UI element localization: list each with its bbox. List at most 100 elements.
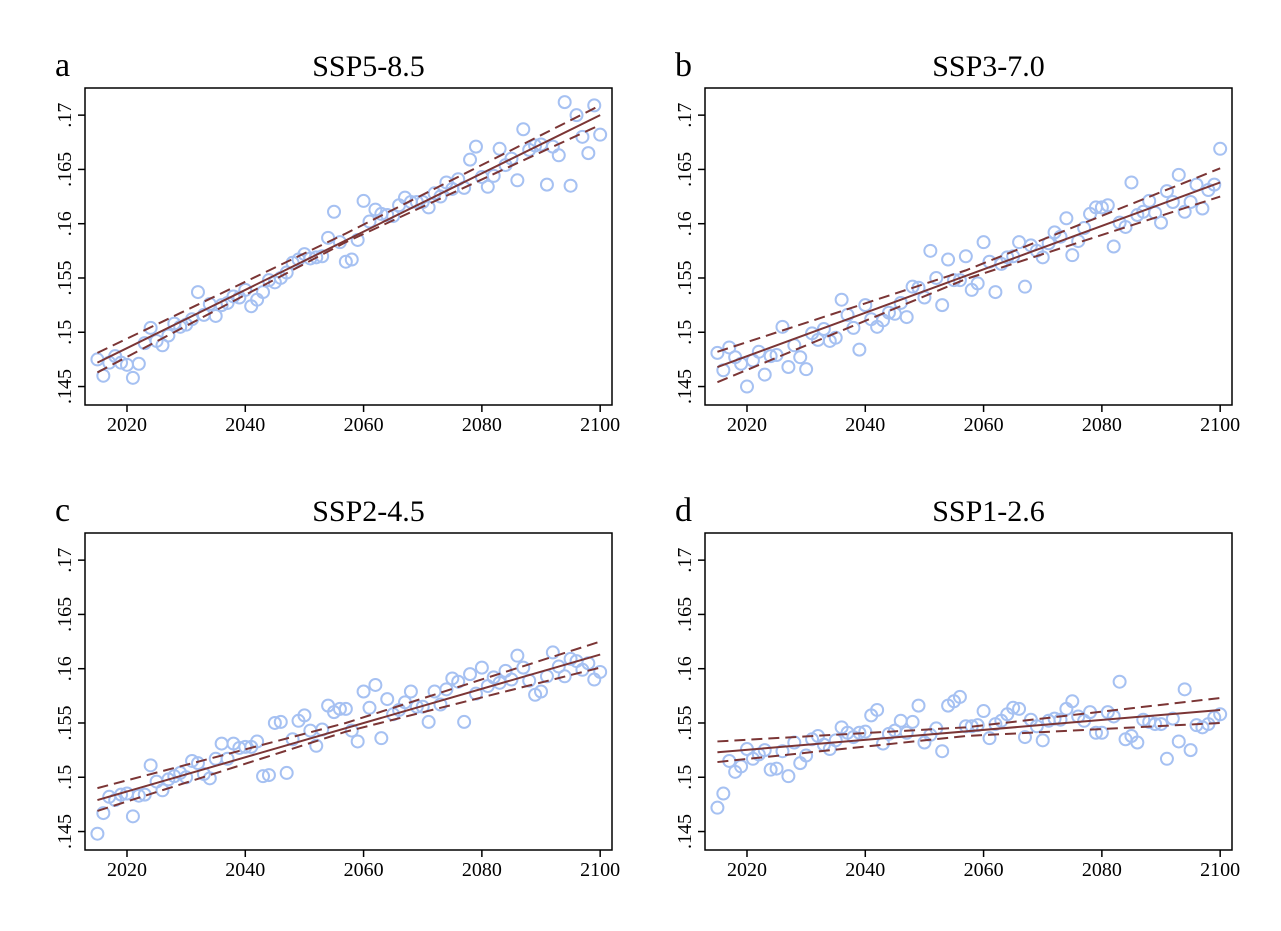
point (828, 733, 843, 748)
point (208, 751, 223, 766)
y-tick-label: .145 (674, 369, 696, 404)
point (929, 270, 944, 285)
point (587, 98, 602, 113)
point (1012, 701, 1027, 716)
ci-lower-line (96, 124, 601, 374)
point (952, 689, 967, 704)
y-tick-label: .17 (674, 548, 696, 573)
panel-letter: b (675, 47, 692, 84)
panel-title: SSP2-4.5 (312, 495, 425, 528)
point (315, 249, 330, 264)
point (781, 360, 796, 375)
point (739, 379, 754, 394)
point (534, 684, 549, 699)
ci-upper-line (717, 167, 1221, 353)
point (1077, 221, 1092, 236)
point (1159, 184, 1174, 199)
point (1059, 211, 1074, 226)
point (1088, 725, 1103, 740)
y-tick-label: .165 (54, 597, 76, 632)
point (982, 731, 997, 746)
fit-line (717, 181, 1221, 368)
point (356, 684, 371, 699)
x-tick-label: 2040 (845, 859, 885, 881)
point (421, 714, 436, 729)
x-tick-label: 2060 (344, 859, 384, 881)
point (350, 734, 365, 749)
point (1159, 751, 1174, 766)
y-tick-label: .145 (674, 814, 696, 849)
y-tick-label: .165 (54, 152, 76, 187)
point (799, 748, 814, 763)
point (297, 708, 312, 723)
point (710, 345, 725, 360)
point (941, 252, 956, 267)
y-tick-label: .165 (674, 597, 696, 632)
point (970, 276, 985, 291)
y-tick-label: .15 (54, 320, 76, 345)
point (1094, 200, 1109, 215)
point (834, 292, 849, 307)
point (125, 370, 140, 385)
point (528, 138, 543, 153)
point (131, 788, 146, 803)
point (1035, 733, 1050, 748)
point (858, 724, 873, 739)
point (751, 344, 766, 359)
y-tick-label: .145 (54, 369, 76, 404)
y-tick-label: .165 (674, 152, 696, 187)
point (593, 664, 608, 679)
point (433, 697, 448, 712)
point (722, 340, 737, 355)
y-tick-label: .16 (54, 211, 76, 236)
point (757, 743, 772, 758)
point (457, 714, 472, 729)
point (161, 328, 176, 343)
point (143, 320, 158, 335)
point (710, 800, 725, 815)
point (1154, 215, 1169, 230)
point (763, 762, 778, 777)
point (1118, 219, 1133, 234)
point (775, 744, 790, 759)
point (250, 734, 265, 749)
x-tick-label: 2080 (462, 859, 502, 881)
panel-letter: c (55, 492, 70, 529)
panel-title: SSP5-8.5 (312, 50, 425, 83)
point (338, 254, 353, 269)
point (799, 362, 814, 377)
point (439, 682, 454, 697)
point (1053, 712, 1068, 727)
point (828, 330, 843, 345)
ci-lower-line (717, 195, 1221, 384)
point (1136, 712, 1151, 727)
point (463, 667, 478, 682)
fit-line (97, 653, 601, 802)
fit-line (717, 708, 1221, 754)
point (90, 352, 105, 367)
point (1142, 193, 1157, 208)
point (220, 751, 235, 766)
point (1106, 239, 1121, 254)
point (769, 761, 784, 776)
point (368, 677, 383, 692)
y-tick-label: .17 (54, 548, 76, 573)
point (96, 806, 111, 821)
point (279, 765, 294, 780)
point (1171, 734, 1186, 749)
y-tick-label: .155 (674, 705, 696, 740)
panel-letter: d (675, 492, 692, 529)
point (563, 178, 578, 193)
point (793, 350, 808, 365)
point (781, 769, 796, 784)
point (816, 322, 831, 337)
panel: d SSP1-2.6 .145 .15 .155 .16 .165 .17 2020 2040 20… (674, 492, 1240, 881)
point (261, 768, 276, 783)
point (976, 704, 991, 719)
point (1100, 198, 1115, 213)
ci-upper-line (717, 697, 1221, 743)
point (214, 736, 229, 751)
x-tick-label: 2100 (580, 859, 620, 881)
